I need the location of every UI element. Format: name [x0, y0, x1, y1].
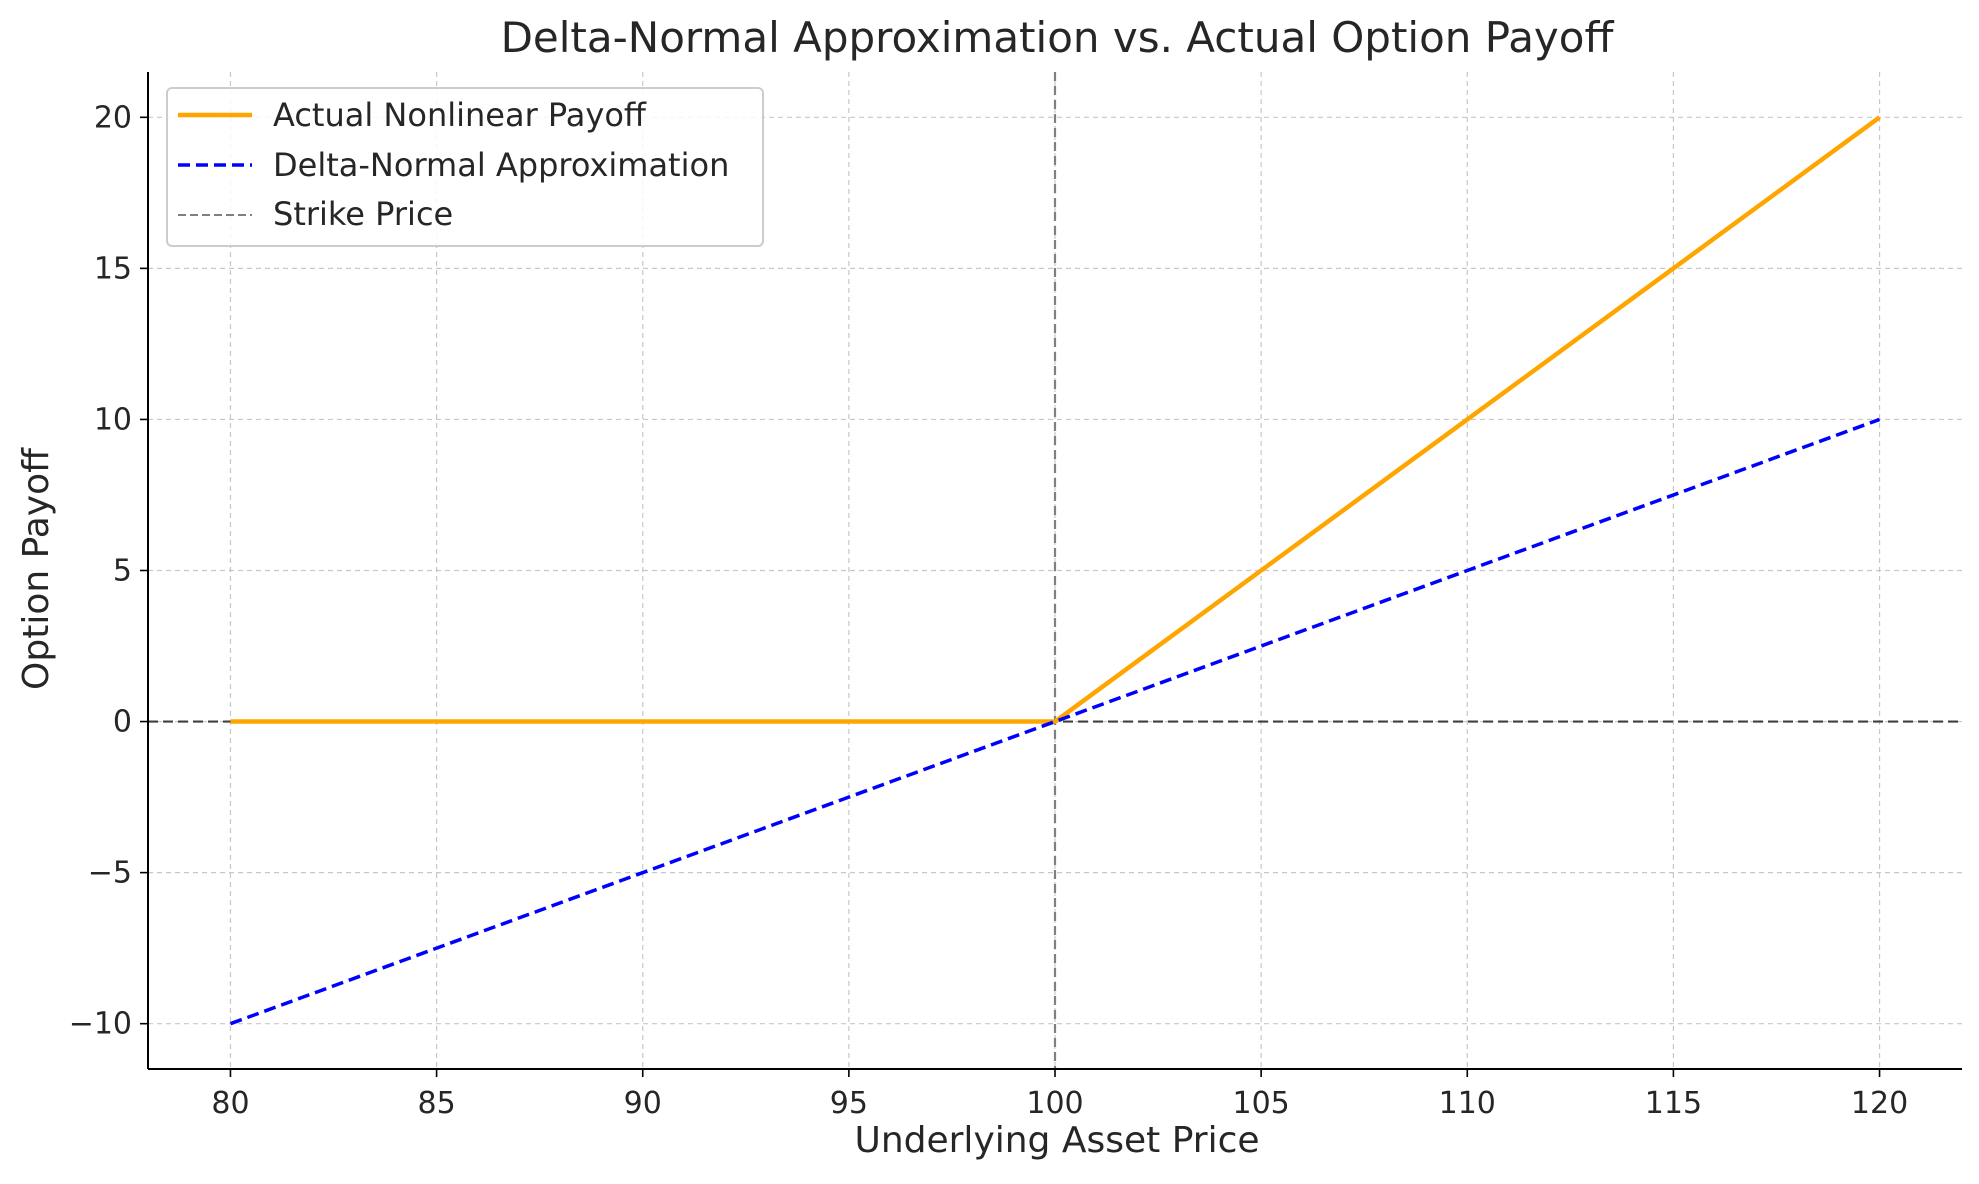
legend-label-delta: Delta-Normal Approximation	[273, 146, 729, 184]
y-tick-label: 10	[94, 402, 132, 437]
y-tick-label: 0	[113, 705, 132, 740]
y-axis-title: Option Payoff	[16, 447, 57, 690]
legend: Actual Nonlinear Payoff Delta-Normal App…	[166, 87, 764, 247]
x-tick-label: 115	[1645, 1086, 1702, 1121]
legend-label-strike: Strike Price	[273, 195, 453, 233]
x-tick-label: 85	[417, 1086, 455, 1121]
legend-label-actual: Actual Nonlinear Payoff	[273, 96, 647, 134]
legend-box	[166, 87, 764, 247]
x-tick-label: 120	[1851, 1086, 1908, 1121]
series-line-actual-payoff	[230, 115, 1881, 724]
series-layer	[229, 115, 1881, 1026]
x-axis-title: Underlying Asset Price	[854, 1120, 1259, 1161]
x-tick-label: 90	[624, 1086, 662, 1121]
x-tick-label: 105	[1233, 1086, 1290, 1121]
y-tick-label: −10	[69, 1007, 132, 1042]
x-tick-label: 100	[1026, 1086, 1083, 1121]
y-tick-label: 15	[94, 251, 132, 286]
y-tick-label: 20	[94, 100, 132, 135]
ticks-layer: 80 85 90 95 100 105 110 115 120 −10 −5 0 5 10 15 20	[69, 100, 1908, 1121]
x-tick-label: 110	[1439, 1086, 1496, 1121]
series-line-delta-normal	[229, 417, 1881, 1026]
y-tick-label: −5	[88, 856, 132, 891]
x-tick-label: 80	[211, 1086, 249, 1121]
x-tick-label: 95	[830, 1086, 868, 1121]
y-tick-label: 5	[113, 554, 132, 589]
chart-title: Delta-Normal Approximation vs. Actual Op…	[501, 13, 1615, 62]
